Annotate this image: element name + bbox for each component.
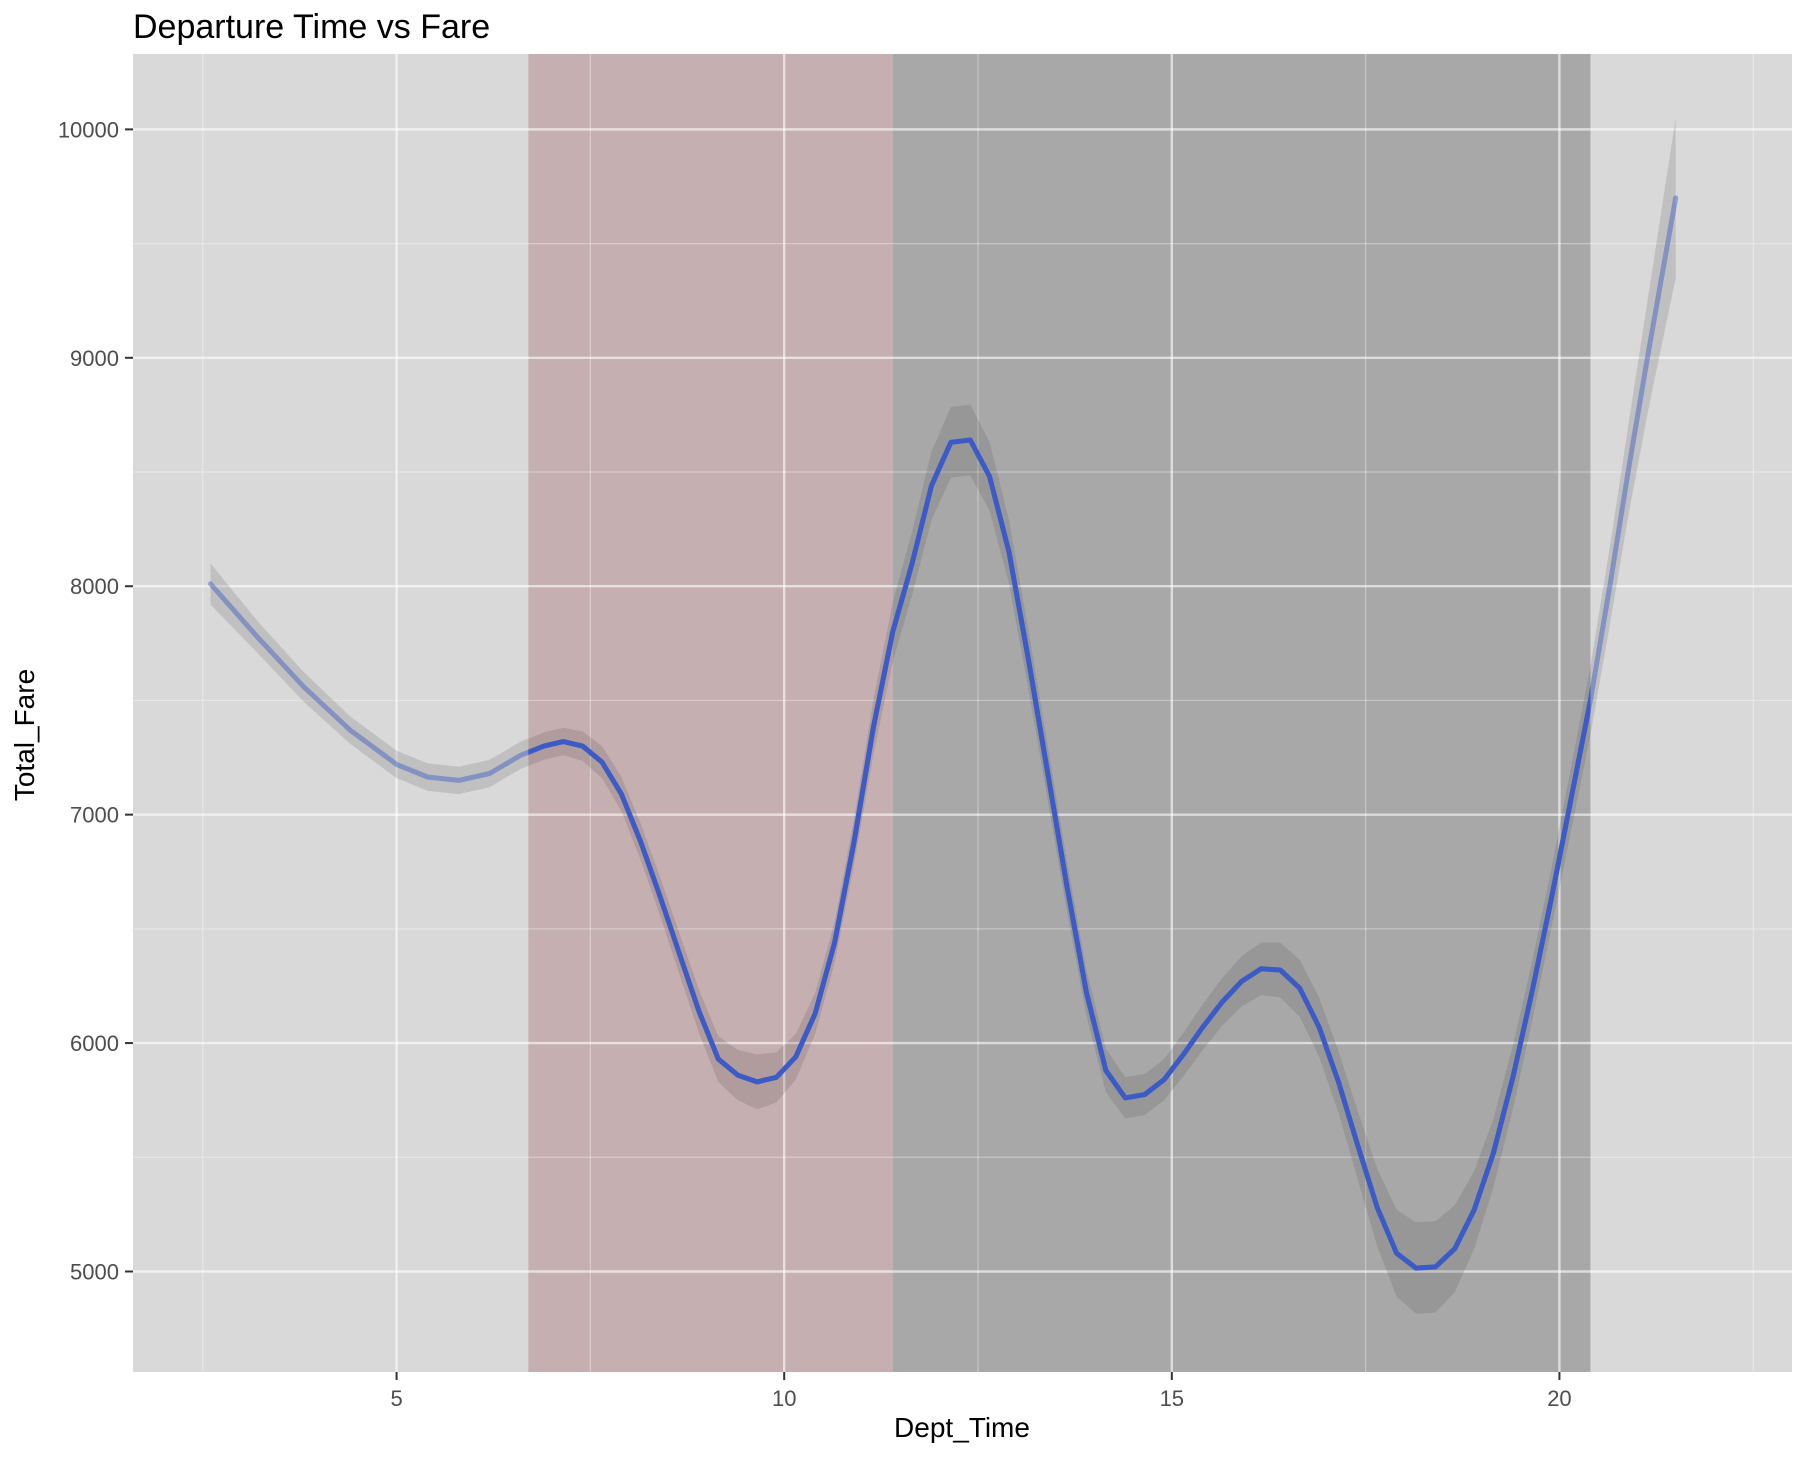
y-tick-label: 10000: [58, 117, 119, 142]
series-line: [528, 437, 1591, 1271]
x-tick-label: 15: [1160, 1386, 1184, 1411]
x-tick-label: 10: [772, 1386, 796, 1411]
y-axis-title: Total_Fare: [9, 669, 40, 801]
y-tick-label: 8000: [70, 574, 119, 599]
y-tick-label: 6000: [70, 1031, 119, 1056]
y-tick-label: 5000: [70, 1259, 119, 1284]
x-axis-title: Dept_Time: [894, 1412, 1030, 1443]
x-tick-label: 5: [390, 1386, 402, 1411]
shaded-region-2: [892, 54, 1591, 1372]
y-tick-label: 7000: [70, 803, 119, 828]
chart-title: Departure Time vs Fare: [133, 8, 490, 46]
y-tick-label: 9000: [70, 346, 119, 371]
axes: 5 10 15 20 5000 6000 7000 8000 9000 10000: [58, 117, 1572, 1411]
x-tick-label: 20: [1547, 1386, 1571, 1411]
confidence-band: [210, 118, 1676, 1314]
shaded-region-1: [528, 54, 893, 1372]
gridlines: [133, 54, 1792, 1372]
